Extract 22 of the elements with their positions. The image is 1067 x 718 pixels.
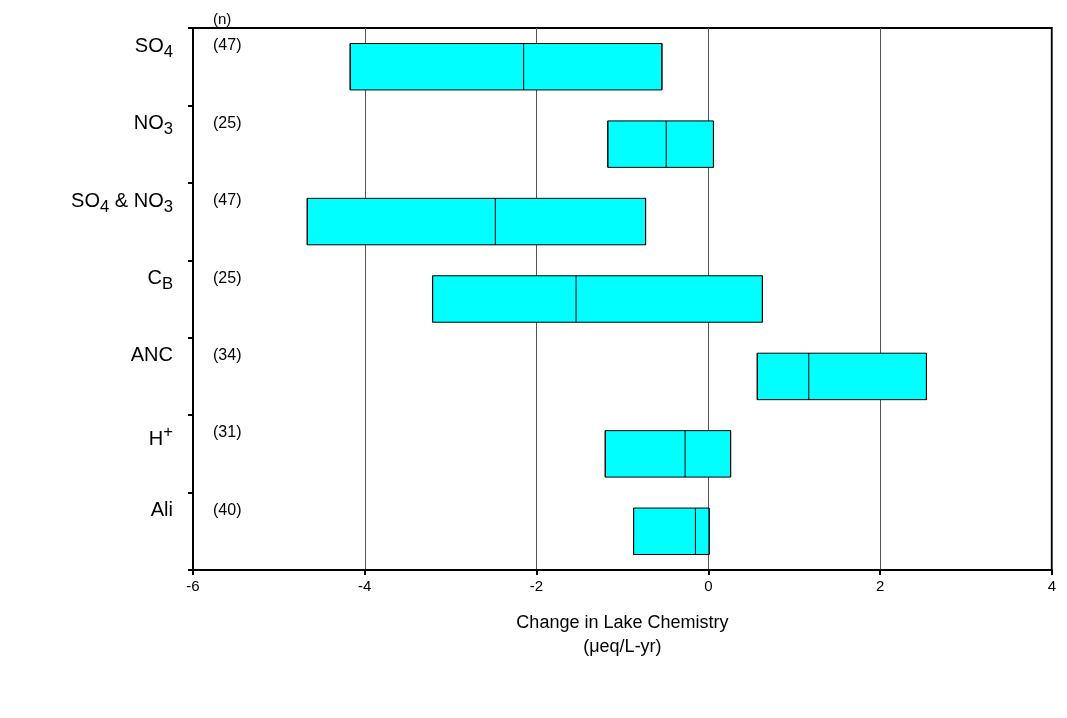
x-axis-title: Change in Lake Chemistry (μeq/L-yr) <box>516 612 729 656</box>
x-tick-label: -6 <box>186 577 200 594</box>
x-tick-label: 4 <box>1047 577 1056 594</box>
x-tick-label: 2 <box>875 577 885 594</box>
x-tick-label: -4 <box>358 577 372 594</box>
y-tick-label: NO$_{3}$ <box>133 110 173 141</box>
annotation: (47) <box>213 191 242 209</box>
text: (n) <box>213 9 232 27</box>
annotation: (25) <box>213 113 242 131</box>
annotation: (25) <box>213 268 242 286</box>
y-tick-label: ANC <box>130 342 173 368</box>
y-tick-label: Ali <box>150 497 173 523</box>
annotation: (31) <box>213 423 242 441</box>
x-tick-label: -2 <box>529 577 544 594</box>
y-tick-label: C$_{B}$ <box>147 265 173 295</box>
annotation: (40) <box>213 500 242 518</box>
annotation: (47) <box>213 36 242 54</box>
x-tick-label: 0 <box>704 577 713 594</box>
y-tick-label: SO$_{4}$ & NO$_{3}$ <box>71 187 173 218</box>
y-tick-label: SO$_{4}$ <box>134 32 173 63</box>
annotation: (34) <box>213 345 242 363</box>
y-tick-label: H$^{+}$ <box>148 420 173 451</box>
